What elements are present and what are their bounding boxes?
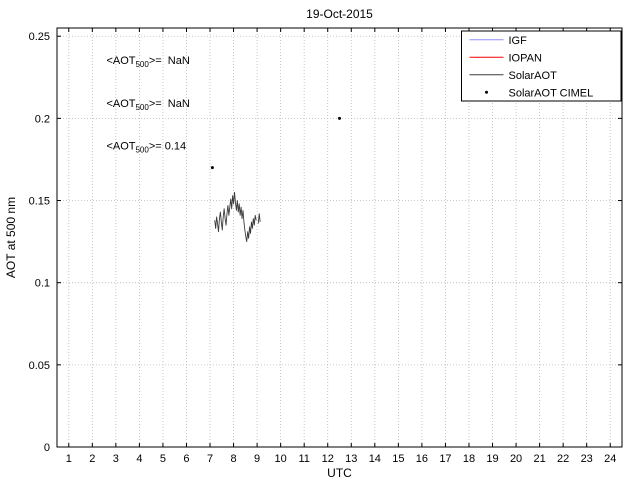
x-tick-label: 10 (275, 453, 287, 465)
x-tick-label: 17 (439, 453, 451, 465)
chart-title: 19-Oct-2015 (306, 7, 373, 21)
x-tick-label: 2 (89, 453, 95, 465)
mean-aot-annotation: <AOT500>= 0.14 (106, 141, 186, 155)
cimel-point (338, 116, 341, 120)
mean-aot-annotation: <AOT500>= NaN (106, 98, 189, 112)
x-tick-label: 21 (533, 453, 545, 465)
x-tick-label: 9 (254, 453, 260, 465)
x-tick-label: 18 (463, 453, 475, 465)
y-tick-label: 0 (44, 442, 50, 454)
x-tick-label: 22 (557, 453, 569, 465)
x-tick-label: 4 (136, 453, 142, 465)
x-axis-label: UTC (327, 466, 352, 480)
x-tick-label: 3 (113, 453, 119, 465)
x-tick-label: 11 (298, 453, 309, 465)
legend-label: IGF (509, 35, 528, 47)
x-tick-label: 19 (486, 453, 498, 465)
x-tick-label: 8 (231, 453, 237, 465)
cimel-point (210, 166, 214, 170)
legend-label: SolarAOT (509, 70, 558, 82)
x-tick-label: 16 (416, 453, 428, 465)
x-tick-label: 15 (392, 453, 404, 465)
x-tick-label: 24 (604, 453, 616, 465)
x-tick-label: 6 (183, 453, 189, 465)
series-line (214, 191, 257, 243)
y-tick-label: 0.1 (35, 278, 50, 290)
legend-label: IOPAN (509, 52, 542, 64)
x-tick-label: 23 (581, 453, 593, 465)
legend-dot-sample (485, 90, 488, 94)
y-tick-label: 0.05 (29, 360, 50, 372)
y-tick-label: 0.25 (29, 31, 50, 43)
series-line (257, 213, 261, 224)
x-tick-label: 14 (369, 453, 381, 465)
x-tick-label: 20 (510, 453, 522, 465)
x-tick-label: 1 (66, 453, 72, 465)
x-tick-label: 7 (207, 453, 213, 465)
y-tick-label: 0.2 (35, 113, 50, 125)
y-axis-label: AOT at 500 nm (4, 197, 18, 278)
x-tick-label: 5 (160, 453, 166, 465)
legend: IGF IOPAN SolarAOT SolarAOT CIMEL (461, 30, 622, 102)
x-tick-label: 12 (322, 453, 334, 465)
mean-aot-annotation: <AOT500>= NaN (106, 55, 189, 69)
x-tick-label: 13 (345, 453, 357, 465)
y-tick-label: 0.15 (29, 196, 50, 208)
legend-box (461, 30, 622, 102)
legend-label: SolarAOT CIMEL (509, 87, 594, 99)
plot-border (56, 27, 623, 448)
